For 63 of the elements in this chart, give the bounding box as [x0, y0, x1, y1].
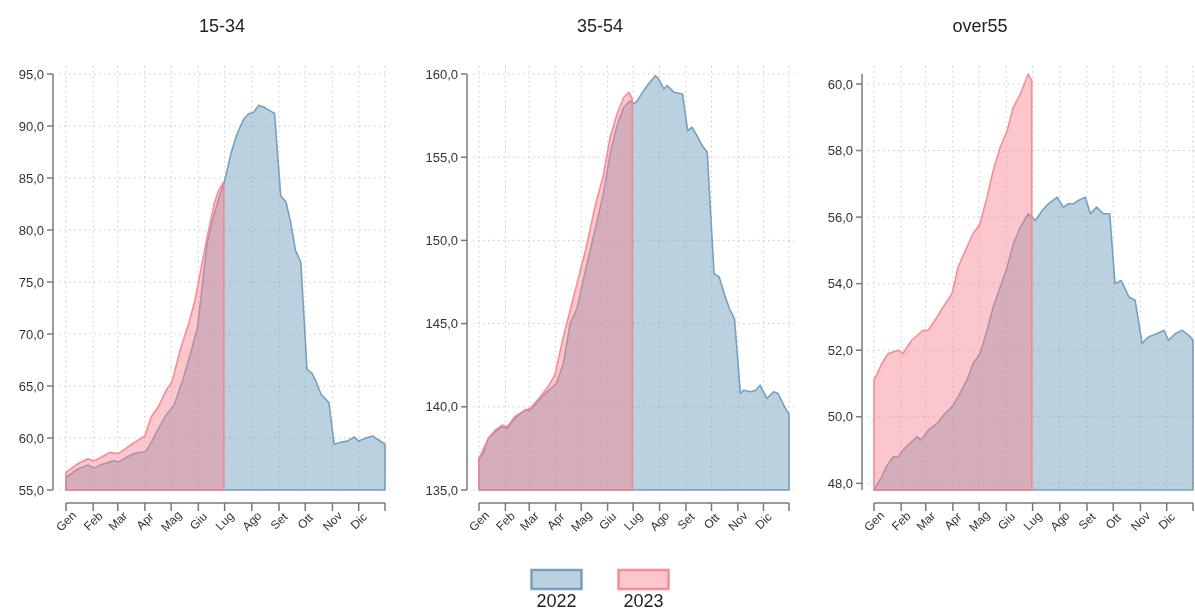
x-tick-label: Ott	[1102, 510, 1125, 532]
y-tick-label: 155,0	[425, 149, 458, 165]
x-tick-label: Gen	[53, 508, 80, 535]
legend-label: 2023	[623, 591, 664, 611]
y-tick-label: 65,0	[18, 378, 44, 394]
y-tick-label: 90,0	[18, 118, 44, 134]
x-tick-label: Lug	[621, 509, 646, 534]
chart-title: 35-54	[576, 16, 624, 36]
x-tick-label: Set	[674, 509, 698, 533]
chart-title: 15-34	[198, 16, 246, 36]
x-tick-label: Nov	[725, 508, 751, 534]
y-tick-label: 160,0	[425, 66, 458, 82]
x-tick-label: Mar	[105, 508, 131, 534]
x-tick-label: Mag	[966, 507, 993, 535]
y-tick-label: 85,0	[18, 170, 44, 186]
x-tick-label: Dic	[1155, 510, 1178, 533]
x-tick-label: Ago	[239, 508, 265, 534]
x-tick-label: Giu	[994, 509, 1019, 533]
x-tick-label: Giu	[596, 509, 620, 533]
x-tick-label: Apr	[544, 509, 568, 533]
x-tick-label: Lug	[1020, 509, 1045, 534]
y-tick-label: 80,0	[18, 222, 44, 238]
y-tick-label: 60,0	[827, 76, 853, 92]
x-tick-label: Ott	[701, 510, 723, 532]
x-tick-label: Nov	[320, 508, 346, 534]
x-tick-label: Mag	[568, 507, 595, 535]
x-tick-label: Ago	[1047, 508, 1073, 534]
x-tick-label: Ago	[647, 508, 673, 534]
x-tick-label: Mar	[913, 508, 939, 534]
y-tick-label: 135,0	[425, 482, 458, 498]
x-tick-label: Set	[267, 509, 291, 533]
x-tick-label: Mag	[158, 507, 185, 535]
x-tick-label: Ott	[294, 510, 317, 532]
y-tick-label: 140,0	[425, 399, 458, 415]
x-tick-label: Feb	[81, 508, 106, 534]
x-tick-label: Apr	[941, 509, 965, 533]
y-tick-label: 54,0	[827, 276, 853, 292]
y-tick-label: 70,0	[18, 326, 44, 342]
y-tick-label: 50,0	[827, 409, 853, 425]
y-tick-label: 75,0	[18, 274, 44, 290]
x-tick-label: Apr	[133, 509, 157, 533]
x-tick-label: Giu	[186, 509, 211, 533]
x-tick-label: Gen	[861, 508, 888, 535]
y-tick-label: 56,0	[827, 209, 853, 225]
y-tick-label: 95,0	[18, 66, 44, 82]
x-tick-label: Nov	[1128, 508, 1154, 534]
y-tick-label: 48,0	[827, 475, 853, 491]
x-tick-label: Lug	[212, 509, 237, 534]
y-tick-label: 55,0	[18, 482, 44, 498]
y-tick-label: 150,0	[425, 232, 458, 248]
x-tick-label: Feb	[889, 508, 914, 534]
x-tick-label: Mar	[517, 508, 542, 534]
y-tick-label: 52,0	[827, 342, 853, 358]
y-tick-label: 145,0	[425, 316, 458, 332]
x-tick-label: Dic	[752, 510, 775, 533]
legend-label: 2022	[536, 591, 577, 611]
x-tick-label: Set	[1075, 509, 1099, 533]
y-tick-label: 58,0	[827, 143, 853, 159]
x-tick-label: Dic	[347, 510, 370, 533]
chart-title: over55	[952, 16, 1008, 36]
y-tick-label: 60,0	[18, 430, 44, 446]
x-tick-label: Gen	[466, 508, 493, 535]
x-tick-label: Feb	[493, 508, 519, 534]
